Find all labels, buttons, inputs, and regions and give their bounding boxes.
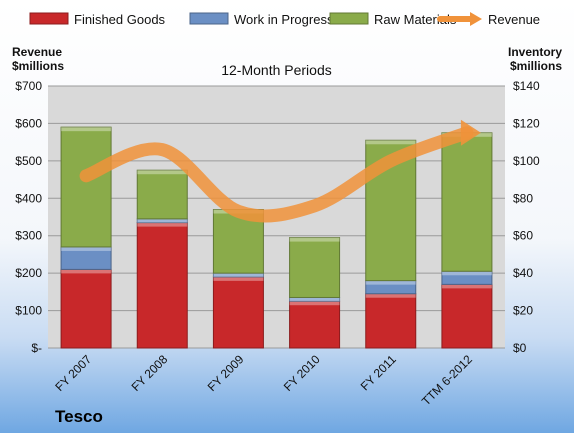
bar-finished-goods bbox=[441, 283, 493, 349]
legend-label: Finished Goods bbox=[74, 12, 166, 27]
right-tick-label: $120 bbox=[513, 116, 540, 130]
bar-raw-materials bbox=[441, 132, 493, 272]
bar-finished-goods bbox=[60, 268, 112, 349]
bar-raw-materials bbox=[289, 237, 341, 298]
legend: Finished Goods Work in Progress Raw Materi… bbox=[29, 12, 540, 27]
company-name: Tesco bbox=[55, 407, 103, 426]
x-axis-ticks: FY 2007 FY 2008 FY 2009 FY 2010 FY 2011 TTM 6… bbox=[52, 352, 475, 408]
x-tick-label: FY 2010 bbox=[281, 352, 323, 394]
legend-swatch bbox=[189, 12, 229, 25]
left-tick-label: $300 bbox=[15, 229, 42, 243]
bar-highlight bbox=[137, 170, 188, 175]
bar-highlight bbox=[61, 127, 112, 132]
bar-highlight bbox=[137, 222, 188, 227]
right-tick-label: $140 bbox=[513, 79, 540, 93]
revenue-arrowhead bbox=[460, 119, 481, 146]
left-tick-label: $400 bbox=[15, 191, 42, 205]
x-tick-label: TTM 6-2012 bbox=[419, 352, 475, 408]
legend-swatch bbox=[29, 12, 69, 25]
bar-highlight bbox=[137, 218, 188, 223]
legend-label: Revenue bbox=[488, 12, 540, 27]
right-axis-ticks: $0 $20 $40 $60 $80 $100 $120 $140 bbox=[513, 79, 540, 355]
right-axis-title-line1: Inventory bbox=[508, 45, 562, 59]
bar-highlight bbox=[213, 273, 264, 277]
x-tick-label: FY 2009 bbox=[205, 352, 247, 394]
bar-finished-goods bbox=[212, 276, 264, 349]
x-tick-label: FY 2007 bbox=[52, 352, 94, 394]
left-axis-title-line2: $millions bbox=[12, 59, 64, 73]
right-axis-title-line2: $millions bbox=[510, 59, 562, 73]
x-tick-label: FY 2008 bbox=[129, 352, 171, 394]
legend-arrow-icon bbox=[470, 12, 482, 26]
left-tick-label: $700 bbox=[15, 79, 42, 93]
left-tick-label: $100 bbox=[15, 304, 42, 318]
legend-label: Work in Progress bbox=[234, 12, 334, 27]
left-tick-label: $200 bbox=[15, 266, 42, 280]
bar-highlight bbox=[441, 271, 492, 276]
right-tick-label: $0 bbox=[513, 341, 527, 355]
chart-subtitle: 12-Month Periods bbox=[221, 62, 332, 78]
bar-raw-materials bbox=[60, 126, 112, 248]
bar-highlight bbox=[365, 140, 416, 145]
left-tick-label: $- bbox=[31, 341, 42, 355]
bars bbox=[60, 126, 493, 349]
right-tick-label: $80 bbox=[513, 191, 533, 205]
bar-highlight bbox=[61, 269, 112, 274]
bar-highlight bbox=[289, 297, 340, 302]
left-axis-ticks: $- $100 $200 $300 $400 $500 $600 $700 bbox=[15, 79, 42, 355]
revenue-line-path bbox=[79, 126, 474, 223]
revenue-line bbox=[79, 119, 481, 223]
bar-highlight bbox=[365, 293, 416, 298]
bar-highlight bbox=[61, 246, 112, 251]
bar-raw-materials bbox=[136, 169, 188, 220]
bar-finished-goods bbox=[289, 300, 341, 349]
bar-highlight bbox=[213, 276, 264, 281]
bar-highlight bbox=[365, 280, 416, 285]
legend-label: Raw Materials bbox=[374, 12, 457, 27]
bar-highlight bbox=[441, 284, 492, 289]
left-axis-title-line1: Revenue bbox=[12, 45, 62, 59]
bar-finished-goods bbox=[365, 293, 417, 349]
x-tick-label: FY 2011 bbox=[358, 352, 399, 393]
bar-highlight bbox=[289, 237, 340, 242]
right-tick-label: $20 bbox=[513, 304, 533, 318]
bar-finished-goods bbox=[136, 222, 188, 349]
gridlines bbox=[48, 85, 505, 349]
right-tick-label: $100 bbox=[513, 154, 540, 168]
right-tick-label: $40 bbox=[513, 266, 533, 280]
left-tick-label: $600 bbox=[15, 116, 42, 130]
bar-highlight bbox=[289, 301, 340, 306]
left-tick-label: $500 bbox=[15, 154, 42, 168]
legend-swatch bbox=[329, 12, 369, 25]
right-tick-label: $60 bbox=[513, 229, 533, 243]
